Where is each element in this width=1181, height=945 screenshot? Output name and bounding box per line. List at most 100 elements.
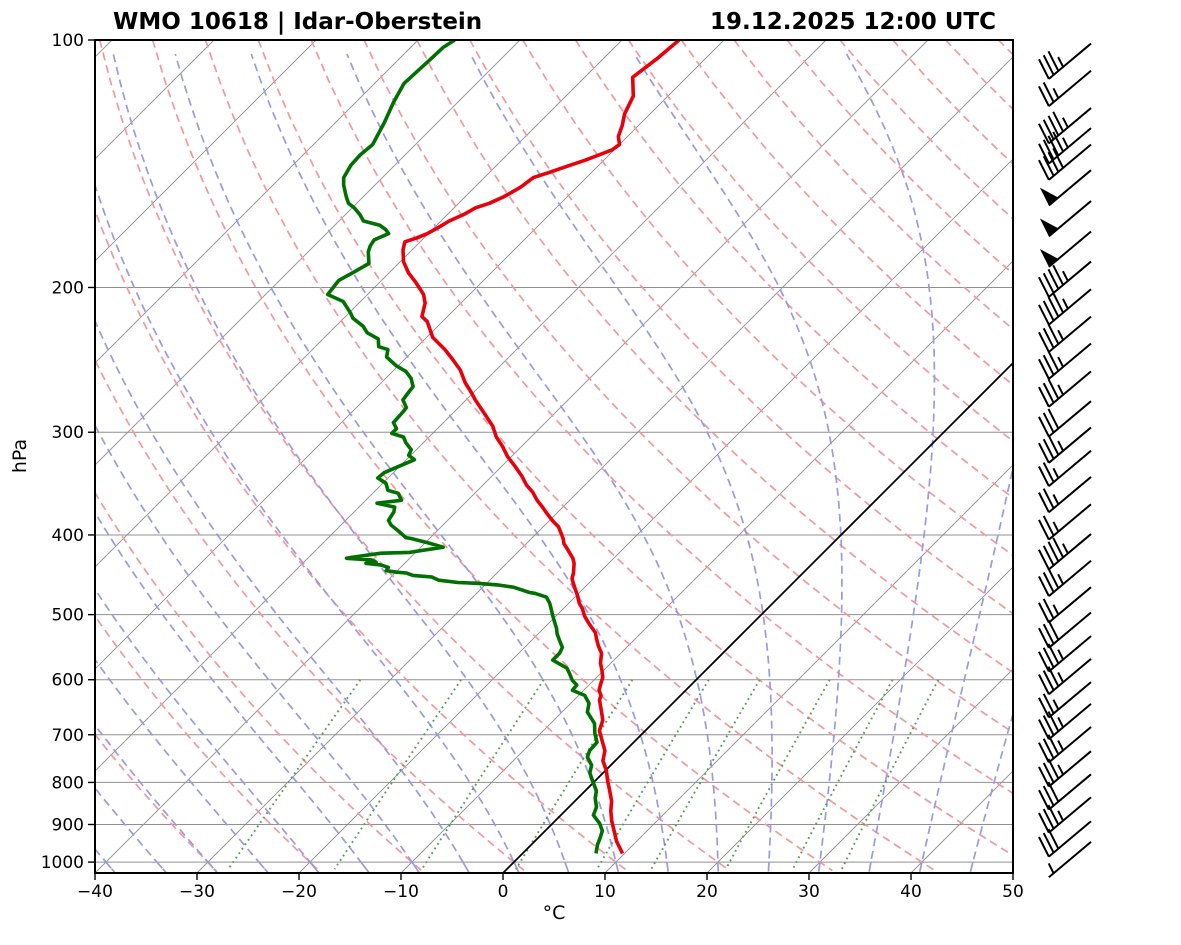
dry-adiabat-line bbox=[523, 40, 1181, 871]
barb-staff bbox=[1049, 534, 1091, 569]
barb-half-feather bbox=[1063, 544, 1068, 554]
isotherm-line bbox=[1013, 40, 1181, 873]
barb-staff bbox=[1049, 704, 1091, 739]
datetime-title: 19.12.2025 12:00 UTC bbox=[710, 9, 996, 35]
barb-staff bbox=[1049, 128, 1091, 163]
barb-half-feather bbox=[1058, 385, 1063, 395]
barb-half-feather bbox=[1053, 605, 1058, 615]
barb-half-feather bbox=[1063, 118, 1068, 128]
barb-half-feather bbox=[1053, 88, 1058, 98]
y-tick-label: 600 bbox=[52, 671, 84, 691]
barb-staff bbox=[1049, 44, 1091, 79]
barb-pennant bbox=[1040, 219, 1058, 237]
barb-half-feather bbox=[1058, 574, 1063, 584]
wind-barb bbox=[1039, 451, 1091, 486]
dry-adiabat-line bbox=[311, 40, 1140, 871]
dry-adiabat-line bbox=[100, 40, 730, 871]
barb-staff bbox=[1049, 774, 1091, 809]
x-tick-label: 20 bbox=[696, 882, 718, 902]
x-tick-label: −10 bbox=[383, 882, 419, 902]
barb-half-feather bbox=[1058, 811, 1063, 821]
wind-barb bbox=[1039, 262, 1091, 297]
wind-barb bbox=[1049, 842, 1091, 877]
moist-adiabat-line bbox=[113, 54, 569, 873]
barb-half-feather bbox=[1063, 271, 1068, 281]
x-axis-label: °C bbox=[543, 902, 566, 924]
y-tick-label: 100 bbox=[52, 31, 84, 51]
y-tick-label: 900 bbox=[52, 815, 84, 835]
wind-barb bbox=[1040, 201, 1091, 236]
mixing-ratio-line bbox=[726, 680, 830, 870]
wind-barb bbox=[1039, 44, 1091, 79]
barb-staff bbox=[1049, 504, 1091, 539]
mixing-ratio-line bbox=[842, 680, 939, 870]
y-tick-label: 500 bbox=[52, 606, 84, 626]
dry-adiabat-line bbox=[0, 40, 422, 871]
x-tick-label: −40 bbox=[77, 882, 113, 902]
moist-adiabat-line bbox=[0, 54, 218, 873]
mixing-ratio-line bbox=[228, 680, 360, 870]
x-tick-label: −20 bbox=[281, 882, 317, 902]
barb-half-feather bbox=[1063, 138, 1068, 148]
barb-half-feather bbox=[1053, 468, 1058, 478]
barb-staff bbox=[1049, 451, 1091, 486]
wind-barb bbox=[1039, 128, 1091, 163]
barb-pennant bbox=[1040, 249, 1058, 267]
wind-barb bbox=[1039, 401, 1091, 436]
isotherm-line bbox=[809, 40, 1181, 873]
barb-half-feather bbox=[1058, 357, 1063, 367]
dry-adiabat-line bbox=[628, 40, 1181, 871]
wind-barb bbox=[1040, 232, 1091, 267]
barb-staff bbox=[1049, 108, 1091, 143]
dry-adiabat-line bbox=[840, 40, 1181, 871]
dry-adiabat-line bbox=[0, 40, 216, 871]
barb-half-feather bbox=[1063, 299, 1068, 309]
x-tick-label: 10 bbox=[594, 882, 616, 902]
wind-barb bbox=[1039, 534, 1091, 569]
y-tick-label: 800 bbox=[52, 773, 84, 793]
moist-adiabat-line bbox=[919, 54, 1060, 873]
axis-ticks bbox=[88, 40, 1013, 880]
barb-staff bbox=[1049, 262, 1091, 297]
moist-adiabat-line bbox=[471, 54, 773, 873]
moist-adiabat-line bbox=[61, 54, 519, 873]
barb-staff bbox=[1049, 317, 1091, 352]
mixing-ratio-line bbox=[793, 680, 893, 870]
moist-adiabat-line bbox=[847, 54, 935, 873]
barb-half-feather bbox=[1058, 717, 1063, 727]
plot-border bbox=[95, 40, 1013, 873]
barb-staff bbox=[1049, 344, 1091, 379]
barb-staff bbox=[1049, 561, 1091, 596]
barb-staff bbox=[1049, 477, 1091, 512]
station-title: WMO 10618 | Idar-Oberstein bbox=[113, 9, 482, 35]
y-tick-label: 1000 bbox=[41, 853, 84, 873]
isobar-lines bbox=[95, 40, 1013, 862]
barb-half-feather bbox=[1058, 741, 1063, 751]
x-tick-label: 40 bbox=[900, 882, 922, 902]
isotherm-line bbox=[0, 40, 724, 873]
x-tick-label: 0 bbox=[498, 882, 509, 902]
y-tick-label: 400 bbox=[52, 526, 84, 546]
dry-adiabat-line bbox=[946, 40, 1181, 871]
moist-adiabat-line bbox=[0, 54, 370, 873]
barb-half-feather bbox=[1058, 650, 1063, 660]
moist-adiabat-line bbox=[0, 54, 420, 873]
barb-staff bbox=[1049, 71, 1091, 106]
barb-half-feather bbox=[1058, 672, 1063, 682]
barb-half-feather bbox=[1058, 765, 1063, 775]
barb-half-feather bbox=[1053, 522, 1058, 532]
wind-barb bbox=[1039, 682, 1091, 717]
x-tick-label: −30 bbox=[179, 882, 215, 902]
barb-half-feather bbox=[1049, 863, 1054, 873]
wind-barb bbox=[1039, 108, 1091, 143]
barb-half-feather bbox=[1053, 700, 1058, 710]
dry-adiabat-line bbox=[576, 40, 1181, 871]
dry-adiabat-line bbox=[47, 40, 627, 871]
plot-background bbox=[0, 40, 1181, 873]
isotherm-line bbox=[0, 40, 418, 873]
barb-pennant bbox=[1040, 188, 1058, 206]
temperature-curve bbox=[403, 40, 679, 853]
